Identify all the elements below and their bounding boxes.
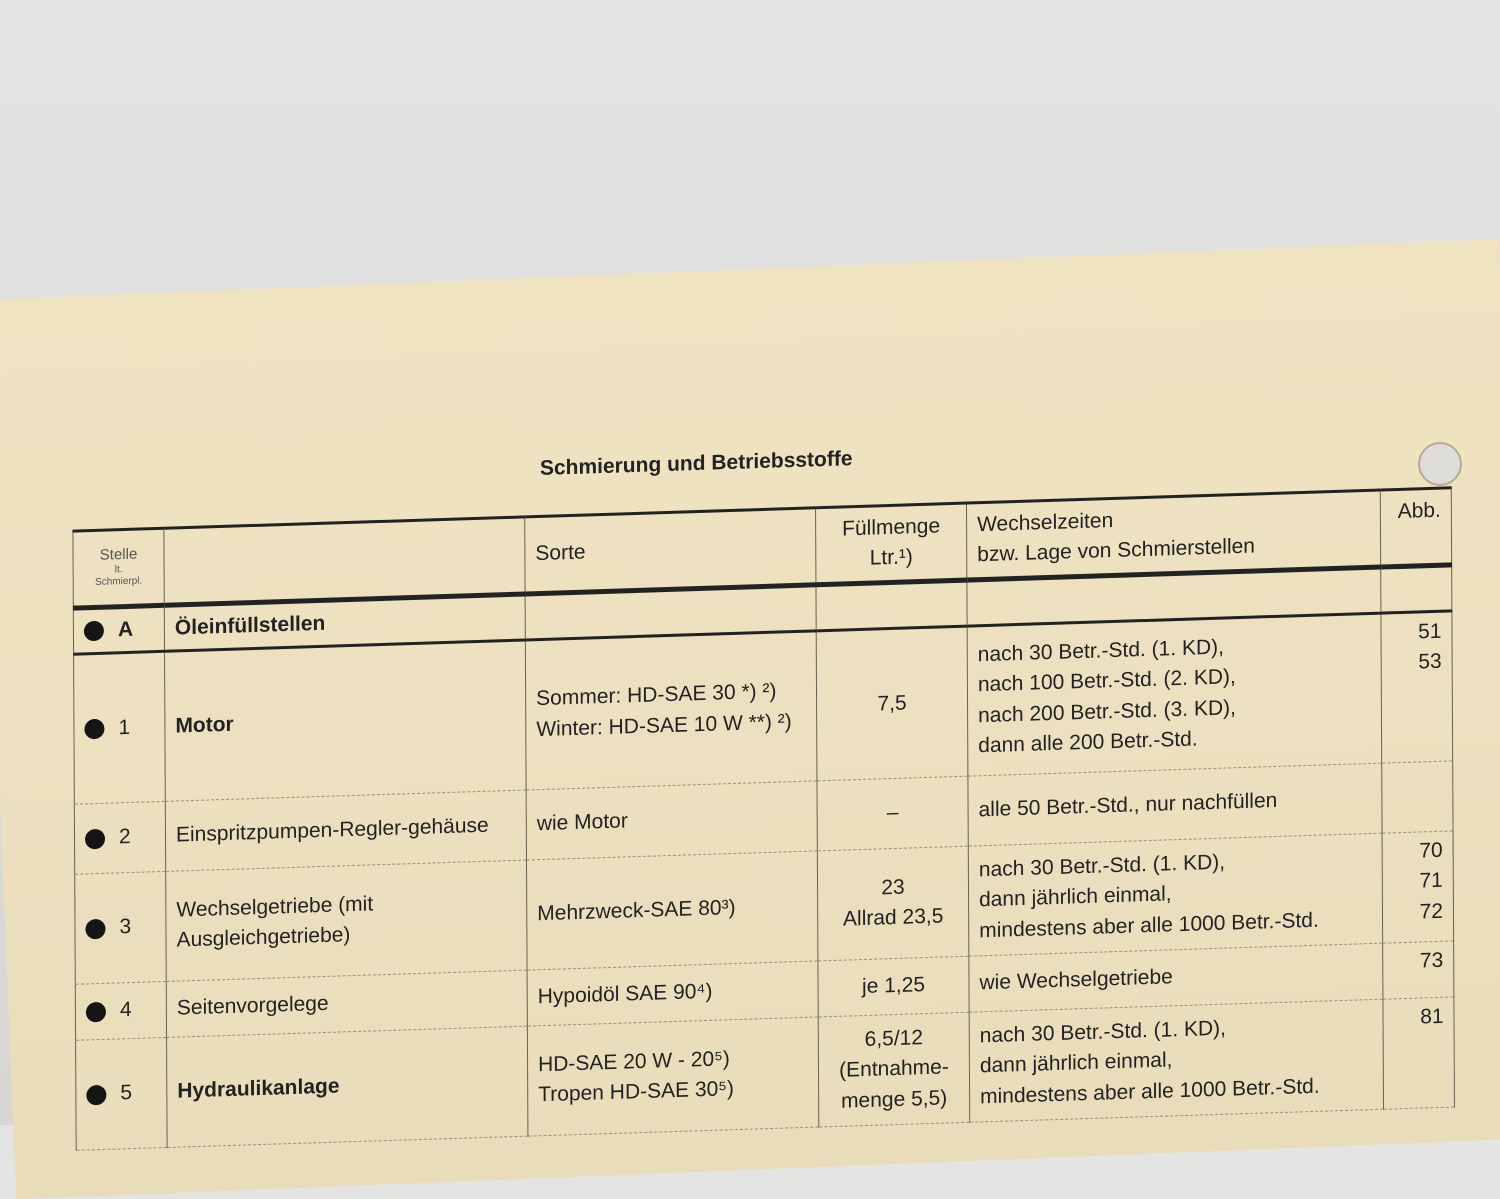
row-abb: 70 71 72 (1382, 830, 1454, 944)
header-sorte: Sorte (524, 507, 816, 594)
header-abb: Abb. (1380, 487, 1452, 567)
row-sorte: Mehrzweck-SAE 80³) (526, 850, 818, 970)
row-wechselzeiten: alle 50 Betr.-Std., nur nachfüllen (967, 763, 1383, 847)
row-abb: 73 (1382, 940, 1454, 1000)
row-fuellmenge: 6,5/12 (Entnahme- menge 5,5) (818, 1012, 970, 1127)
row-name: Einspritzpumpen-Regler-gehäuse (165, 789, 527, 872)
row-id: 3 (74, 871, 167, 985)
row-name: Hydraulikanlage (166, 1025, 528, 1148)
lubrication-table: Stelle lt. Schmierpl. Sorte Füllmenge Ltr.¹… (72, 486, 1455, 1151)
row-fuellmenge: 7,5 (816, 625, 968, 781)
bullet-icon (83, 620, 104, 642)
header-fuellmenge: Füllmenge Ltr.¹) (815, 503, 967, 585)
row-name: Wechselgetriebe (mit Ausgleichgetriebe) (165, 859, 528, 982)
bullet-icon (84, 828, 106, 850)
sorte-line: Hypoidöl SAE 90⁴) (537, 979, 713, 1009)
row-sorte: HD-SAE 20 W - 20⁵) Tropen HD-SAE 30⁵) (527, 1016, 819, 1137)
row-sorte: Hypoidöl SAE 90⁴) (527, 960, 819, 1026)
bullet-icon (85, 918, 106, 940)
row-name: Motor (164, 639, 527, 802)
row-abb (1381, 760, 1454, 834)
row-id: 1 (73, 651, 166, 805)
wechsel-line: wie Wechselgetriebe (979, 965, 1173, 995)
sorte-line: wie Motor (536, 809, 628, 836)
row-wechselzeiten: nach 30 Betr.-Std. (1. KD), nach 100 Betr… (967, 612, 1382, 777)
row-fuellmenge: – (816, 776, 969, 851)
header-wechselzeiten: Wechselzeiten bzw. Lage von Schmierstelle… (966, 490, 1381, 580)
row-abb: 51 53 (1380, 610, 1453, 764)
row-sorte: wie Motor (526, 780, 818, 860)
row-fuellmenge: je 1,25 (817, 956, 970, 1017)
row-id: 5 (75, 1037, 168, 1151)
row-sorte: Sommer: HD-SAE 30 *) ²) Winter: HD-SAE 10… (525, 630, 817, 790)
row-fuellmenge: 23 Allrad 23,5 (817, 846, 969, 961)
sorte-line: Mehrzweck-SAE 80³) (537, 896, 736, 926)
bullet-icon (84, 718, 105, 740)
row-id: 4 (75, 981, 167, 1041)
row-wechselzeiten: nach 30 Betr.-Std. (1. KD), dann jährlich… (968, 833, 1383, 957)
header-stelle: Stelle lt. Schmierpl. (72, 528, 165, 609)
punch-hole (1418, 442, 1462, 486)
row-wechselzeiten: nach 30 Betr.-Std. (1. KD), dann jährlich… (969, 999, 1384, 1123)
row-id: 2 (74, 801, 166, 875)
row-abb: 81 (1382, 996, 1455, 1110)
header-name (163, 516, 526, 606)
bullet-icon (86, 1084, 107, 1106)
wechsel-line: alle 50 Betr.-Std., nur nachfüllen (978, 789, 1278, 822)
bullet-icon (85, 1001, 106, 1023)
